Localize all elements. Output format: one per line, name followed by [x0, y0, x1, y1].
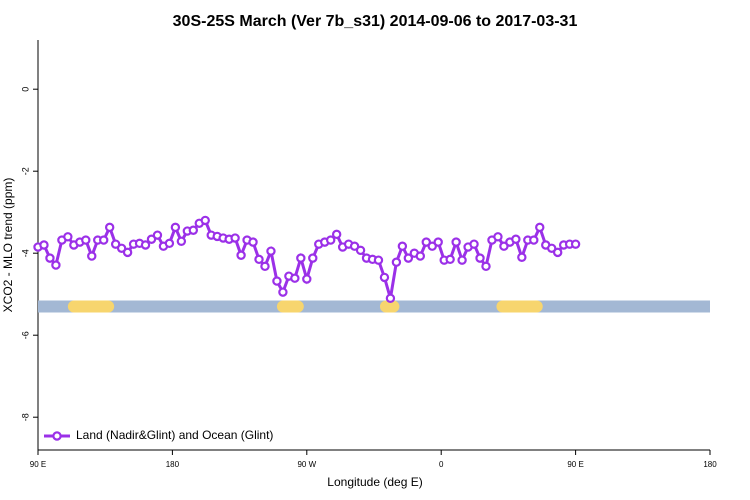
series-line	[37, 218, 576, 299]
point	[278, 287, 288, 297]
point	[529, 235, 539, 245]
point	[290, 273, 300, 283]
point	[385, 293, 396, 303]
point	[433, 237, 443, 247]
point	[170, 222, 181, 233]
point	[445, 254, 455, 265]
point	[517, 252, 527, 262]
point	[349, 241, 360, 251]
x-tick-label: 180	[703, 460, 717, 469]
y-tick-label: -4	[20, 249, 30, 257]
chart-title: 30S-25S March (Ver 7b_s31) 2014-09-06 to…	[173, 13, 578, 30]
point	[164, 238, 175, 249]
point	[140, 240, 151, 250]
point	[547, 243, 557, 253]
point	[104, 222, 115, 233]
x-tick-label: 90 E	[30, 460, 46, 469]
point	[469, 239, 479, 249]
point	[110, 239, 121, 249]
point	[63, 232, 73, 242]
x-tick-label: 90 E	[567, 460, 583, 469]
y-tick-label: -6	[20, 331, 30, 339]
point	[248, 237, 258, 247]
point	[146, 234, 157, 244]
point	[266, 246, 276, 256]
x-tick-label: 90 W	[297, 460, 316, 469]
point	[260, 261, 270, 272]
point	[427, 241, 437, 251]
point	[99, 235, 109, 245]
point	[200, 215, 210, 226]
point	[272, 276, 282, 286]
point	[373, 255, 384, 265]
y-tick-label: -2	[20, 167, 30, 175]
point	[535, 222, 545, 233]
point	[415, 251, 425, 261]
y-tick-label: -8	[20, 413, 30, 421]
point	[188, 225, 199, 235]
legend-label: Land (Nadir&Glint) and Ocean (Glint)	[76, 428, 273, 442]
y-axis-label: XCO2 - MLO trend (ppm)	[1, 178, 15, 313]
land-segment	[496, 300, 543, 313]
point	[397, 241, 408, 251]
point	[475, 253, 485, 263]
point	[51, 260, 61, 270]
point	[457, 255, 467, 265]
x-tick-label: 180	[166, 460, 180, 469]
point	[325, 235, 336, 245]
point	[331, 229, 342, 240]
point	[122, 247, 133, 258]
point	[308, 253, 318, 263]
point	[45, 253, 55, 263]
point	[236, 250, 246, 260]
x-tick-label: 0	[439, 460, 444, 469]
y-tick-label: 0	[20, 87, 30, 92]
point	[493, 232, 503, 242]
point	[230, 233, 240, 243]
point	[355, 245, 366, 256]
point	[552, 247, 563, 258]
point	[451, 237, 461, 247]
point	[481, 261, 491, 272]
point	[379, 272, 390, 283]
point	[81, 235, 91, 245]
point	[296, 253, 306, 263]
point	[302, 274, 312, 284]
point	[421, 237, 431, 247]
land-segment	[276, 300, 304, 313]
point	[87, 251, 97, 261]
point	[176, 236, 187, 247]
point	[499, 241, 509, 251]
x-axis-label: Longitude (deg E)	[327, 475, 422, 489]
land-segment	[67, 300, 115, 313]
point	[39, 240, 49, 250]
point	[152, 230, 163, 240]
point	[570, 239, 581, 249]
land-segment	[379, 300, 400, 313]
point	[403, 253, 414, 263]
point	[254, 254, 264, 265]
point	[511, 234, 521, 244]
point	[116, 243, 127, 253]
legend-marker	[52, 431, 62, 441]
ocean-band	[38, 300, 710, 313]
point	[391, 257, 402, 267]
